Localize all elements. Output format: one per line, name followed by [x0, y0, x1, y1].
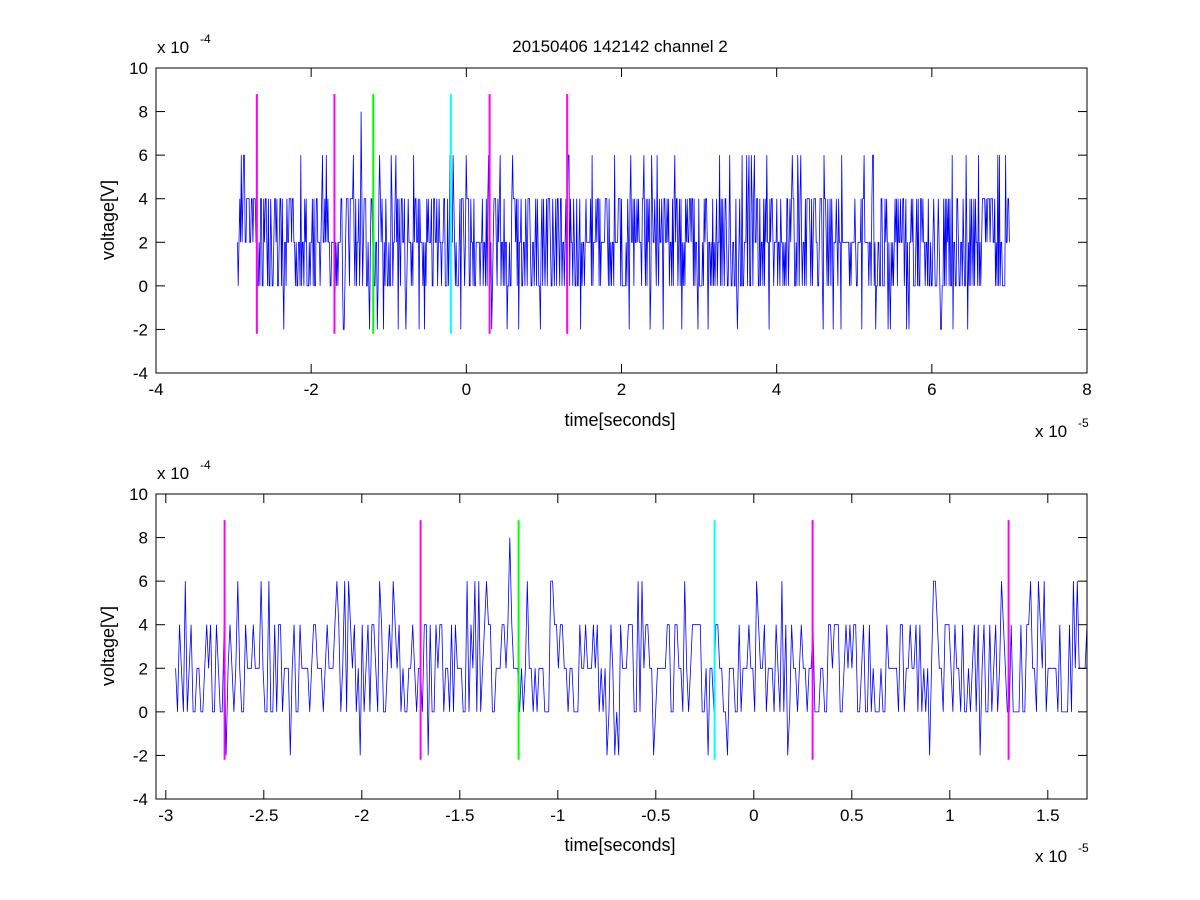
top-x-exponent-base: x 10	[1035, 422, 1067, 441]
x-tick-label: -3	[158, 806, 173, 825]
top-x-exponent-power: -5	[1078, 416, 1089, 430]
y-tick-label: 6	[139, 572, 148, 591]
bottom-y-exponent-power: -4	[200, 458, 211, 472]
y-tick-label: -2	[133, 746, 148, 765]
x-tick-label: 8	[1082, 380, 1091, 399]
x-tick-label: 2	[617, 380, 626, 399]
top-plot-ticks: -4 -2 0 2 4 6 8 -4 -2 0 2 4 6 8 10	[129, 59, 1092, 399]
bottom-plot-ticks: -3 -2.5 -2 -1.5 -1 -0.5 0 0.5 1 1.5 -4 -2 0 2 4 6 8 10	[129, 485, 1087, 825]
x-tick-label: 0	[462, 380, 471, 399]
y-tick-label: -2	[133, 320, 148, 339]
x-tick-label: 0.5	[840, 806, 864, 825]
top-y-exponent-power: -4	[200, 32, 211, 46]
bottom-x-exponent-base: x 10	[1035, 847, 1067, 866]
bottom-plot-traces	[175, 520, 1088, 760]
y-tick-label: 0	[139, 703, 148, 722]
x-tick-label: 1	[945, 806, 954, 825]
top-plot-traces	[237, 94, 1010, 334]
x-tick-label: -4	[148, 380, 163, 399]
y-tick-label: 2	[139, 659, 148, 678]
y-tick-label: 10	[129, 59, 148, 78]
voltage-trace	[237, 111, 1010, 330]
top-plot: -4 -2 0 2 4 6 8 -4 -2 0 2 4 6 8 10 x 10 -4 x 10 -5 tim…	[98, 32, 1092, 441]
y-tick-label: -4	[133, 790, 148, 809]
y-tick-label: 2	[139, 233, 148, 252]
bottom-x-exponent-power: -5	[1078, 841, 1089, 855]
y-tick-label: 0	[139, 277, 148, 296]
top-xlabel: time[seconds]	[564, 410, 675, 430]
bottom-plot-frame	[155, 493, 1088, 800]
x-tick-label: -1	[550, 806, 565, 825]
bottom-xlabel: time[seconds]	[564, 835, 675, 855]
y-tick-label: -4	[133, 364, 148, 383]
x-tick-label: 6	[927, 380, 936, 399]
x-tick-label: -1.5	[445, 806, 474, 825]
x-tick-label: 0	[749, 806, 758, 825]
y-tick-label: 10	[129, 485, 148, 504]
bottom-y-exponent-base: x 10	[157, 464, 189, 483]
y-tick-label: 8	[139, 103, 148, 122]
y-tick-label: 6	[139, 146, 148, 165]
top-y-exponent-base: x 10	[157, 38, 189, 57]
bottom-plot: -3 -2.5 -2 -1.5 -1 -0.5 0 0.5 1 1.5 -4 -2 0 2 4 6 8 10 x …	[98, 458, 1089, 866]
voltage-trace	[175, 537, 1088, 756]
x-tick-label: -2.5	[249, 806, 278, 825]
x-tick-label: -0.5	[641, 806, 670, 825]
y-tick-label: 4	[139, 190, 148, 209]
top-ylabel: voltage[V]	[98, 180, 118, 260]
x-tick-label: 1.5	[1036, 806, 1060, 825]
y-tick-label: 4	[139, 616, 148, 635]
x-tick-label: 4	[772, 380, 781, 399]
bottom-ylabel: voltage[V]	[98, 606, 118, 686]
x-tick-label: -2	[354, 806, 369, 825]
x-tick-label: -2	[304, 380, 319, 399]
y-tick-label: 8	[139, 529, 148, 548]
figure-title: 20150406 142142 channel 2	[512, 37, 728, 56]
